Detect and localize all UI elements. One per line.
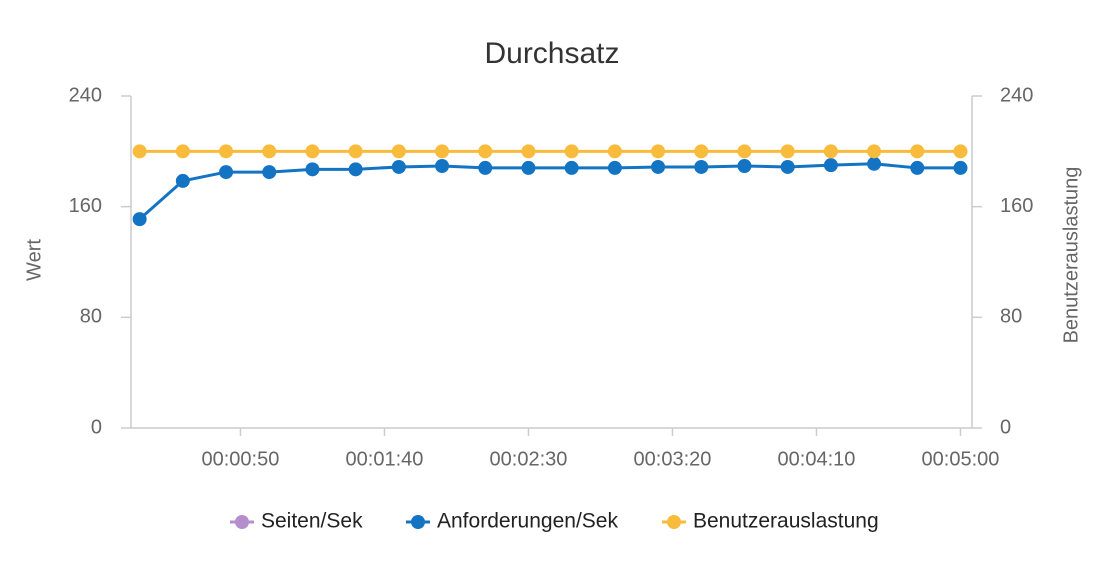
data-point xyxy=(651,144,666,159)
y2-tick-label: 160 xyxy=(1000,195,1033,217)
legend-marker xyxy=(235,515,249,529)
data-point xyxy=(305,144,320,159)
data-point xyxy=(521,160,536,175)
data-point xyxy=(305,162,320,177)
data-point xyxy=(521,144,536,159)
data-point xyxy=(737,158,752,173)
data-point xyxy=(348,162,363,177)
y2-tick-label: 80 xyxy=(1000,306,1022,328)
y2-tick-label: 240 xyxy=(1000,84,1033,106)
legend-label: Benutzerauslastung xyxy=(693,510,879,533)
data-point xyxy=(823,144,838,159)
data-point xyxy=(953,144,968,159)
y2-tick-label: 0 xyxy=(1000,416,1011,438)
y2-axis-label: Benutzerauslastung xyxy=(1060,167,1082,344)
data-point xyxy=(478,144,493,159)
data-point xyxy=(607,160,622,175)
data-point xyxy=(219,144,234,159)
legend-label: Anforderungen/Sek xyxy=(437,510,618,533)
data-point xyxy=(823,158,838,173)
data-point xyxy=(780,159,795,174)
y-tick-label: 80 xyxy=(80,306,102,328)
data-point xyxy=(435,158,450,173)
data-point xyxy=(737,144,752,159)
data-point xyxy=(391,159,406,174)
data-point xyxy=(564,144,579,159)
data-point xyxy=(219,165,234,180)
legend-marker xyxy=(411,515,425,529)
data-point xyxy=(694,159,709,174)
data-point xyxy=(867,156,882,171)
x-tick-label: 00:03:20 xyxy=(634,448,712,470)
data-point xyxy=(262,144,277,159)
data-point xyxy=(132,144,147,159)
y-tick-label: 160 xyxy=(69,195,102,217)
x-tick-label: 00:00:50 xyxy=(202,448,280,470)
y-axis-label: Wert xyxy=(23,239,45,281)
x-tick-label: 00:01:40 xyxy=(346,448,424,470)
data-point xyxy=(262,165,277,180)
x-tick-label: 00:02:30 xyxy=(490,448,568,470)
data-point xyxy=(478,160,493,175)
data-point xyxy=(953,160,968,175)
data-point xyxy=(651,159,666,174)
y-tick-label: 0 xyxy=(91,416,102,438)
legend-label: Seiten/Sek xyxy=(261,510,363,533)
data-point xyxy=(564,160,579,175)
data-point xyxy=(607,144,622,159)
y-tick-label: 240 xyxy=(69,84,102,106)
data-point xyxy=(175,173,190,188)
data-point xyxy=(694,144,709,159)
x-tick-label: 00:04:10 xyxy=(778,448,856,470)
chart-title: Durchsatz xyxy=(484,37,619,70)
data-point xyxy=(175,144,190,159)
data-point xyxy=(435,144,450,159)
data-point xyxy=(132,212,147,227)
data-point xyxy=(780,144,795,159)
data-point xyxy=(867,144,882,159)
data-point xyxy=(910,160,925,175)
series-line xyxy=(138,162,961,221)
legend-marker xyxy=(667,515,681,529)
data-point xyxy=(910,144,925,159)
data-point xyxy=(348,144,363,159)
data-point xyxy=(391,144,406,159)
x-tick-label: 00:05:00 xyxy=(922,448,1000,470)
